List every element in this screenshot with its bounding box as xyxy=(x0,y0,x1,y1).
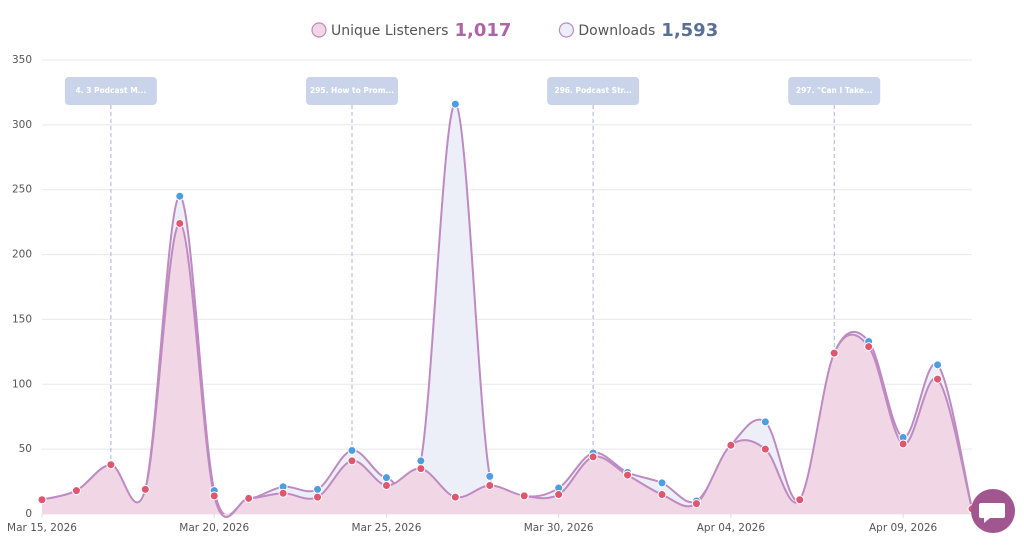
annotation-text: 296. Podcast Str... xyxy=(554,86,632,95)
point xyxy=(657,490,667,500)
y-tick-label: 50 xyxy=(19,443,32,455)
plot xyxy=(37,99,977,518)
point xyxy=(760,444,770,454)
legend-label: Downloads xyxy=(578,23,655,39)
y-tick-label: 350 xyxy=(12,54,32,66)
point xyxy=(554,490,564,500)
annotation-box xyxy=(64,77,157,105)
y-tick-label: 100 xyxy=(12,378,32,390)
chat-button[interactable] xyxy=(971,489,1015,533)
y-tick-label: 150 xyxy=(12,313,32,325)
point xyxy=(244,493,254,503)
x-tick-label: Apr 09, 2026 xyxy=(869,522,938,534)
point xyxy=(588,452,598,462)
point xyxy=(795,495,805,505)
point xyxy=(450,99,460,109)
annotation-box xyxy=(788,77,881,105)
x-tick-label: Mar 30, 2026 xyxy=(524,522,594,534)
point xyxy=(519,491,529,501)
y-tick-label: 300 xyxy=(12,119,32,131)
point xyxy=(485,480,495,490)
annotations: 4. 3 Podcast M... 295. How to Prom... 296.… xyxy=(64,77,881,514)
point xyxy=(829,348,839,358)
point xyxy=(278,488,288,498)
point xyxy=(347,456,357,466)
point xyxy=(381,480,391,490)
point xyxy=(106,460,116,470)
point xyxy=(933,374,943,384)
point xyxy=(209,491,219,501)
legend-label: Unique Listeners xyxy=(331,23,448,39)
point xyxy=(726,440,736,450)
point xyxy=(313,492,323,502)
annotation-text: 297. "Can I Take... xyxy=(796,86,873,95)
point xyxy=(347,445,357,455)
point xyxy=(933,360,943,370)
annotation-text: 295. How to Prom... xyxy=(310,86,394,95)
legend-swatch xyxy=(558,22,575,38)
annotation-text: 4. 3 Podcast M... xyxy=(76,86,147,95)
x-tick-label: Apr 04, 2026 xyxy=(697,522,766,534)
point xyxy=(485,471,495,481)
y-tick-label: 200 xyxy=(12,249,32,261)
area xyxy=(42,223,972,518)
point xyxy=(381,473,391,483)
x-tick-label: Mar 15, 2026 xyxy=(7,522,77,534)
legend: Unique Listeners 1,017 Downloads 1,593 xyxy=(311,20,718,41)
point xyxy=(416,464,426,474)
point xyxy=(175,218,185,228)
legend-total: 1,593 xyxy=(661,20,718,41)
point xyxy=(175,191,185,201)
legend-swatch xyxy=(311,22,327,38)
point xyxy=(450,492,460,502)
point xyxy=(140,484,150,494)
point xyxy=(691,499,701,509)
grid: 0 50 100 150 200 250 300 350 Mar 15, 2026 Mar 20,… xyxy=(7,54,972,534)
x-tick-label: Mar 20, 2026 xyxy=(179,522,249,534)
legend-total: 1,017 xyxy=(454,20,511,41)
point xyxy=(657,478,667,488)
x-tick-label: Mar 25, 2026 xyxy=(351,522,421,534)
y-tick-label: 0 xyxy=(25,508,32,520)
point xyxy=(623,470,633,480)
point xyxy=(416,456,426,466)
point xyxy=(71,486,81,496)
chat-icon[interactable] xyxy=(979,503,1005,523)
point xyxy=(864,342,874,352)
y-tick-label: 250 xyxy=(12,184,32,196)
annotation-box xyxy=(306,77,398,105)
point xyxy=(760,417,770,427)
point xyxy=(898,439,908,449)
annotation-box xyxy=(547,77,640,105)
point xyxy=(313,484,323,494)
point xyxy=(37,495,47,505)
